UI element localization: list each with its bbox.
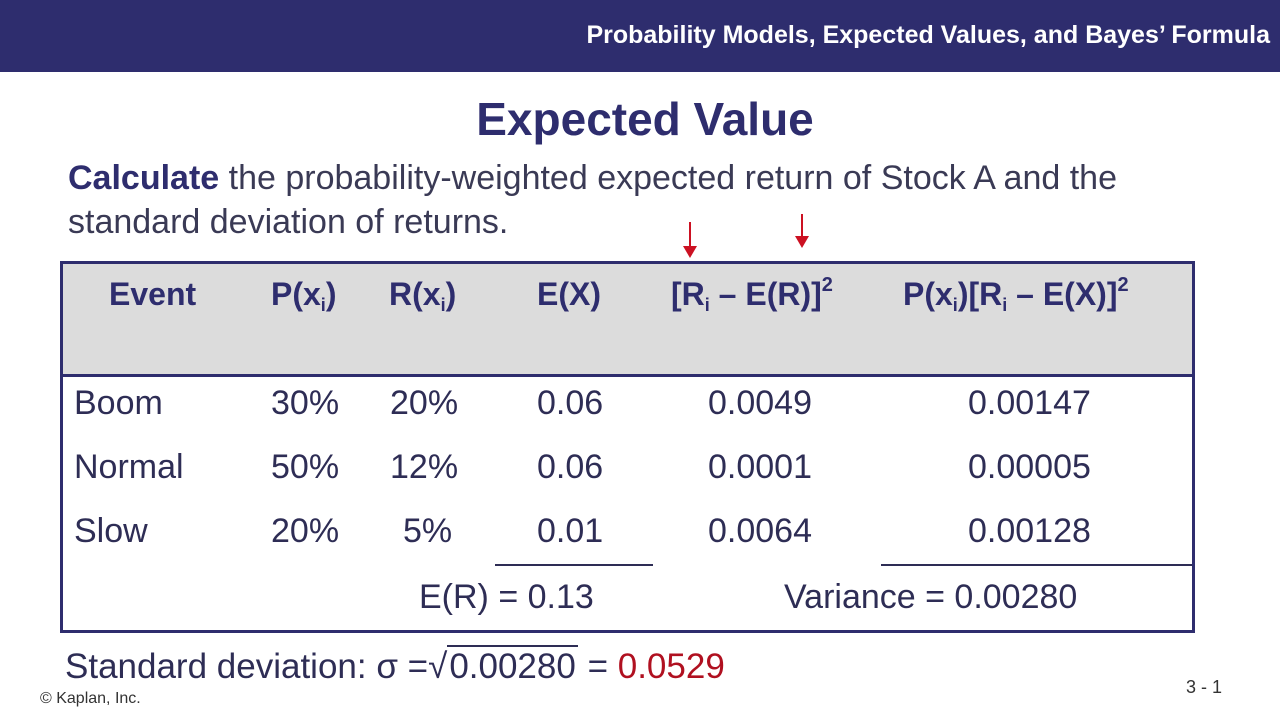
intro-rest: the probability-weighted expected return… [68, 159, 1117, 241]
table-header: Event P(xi) R(xi) E(X) [Ri – E(R)]2 P(xi… [63, 264, 1192, 377]
variance-total: Variance = 0.00280 [784, 578, 1078, 616]
col-squared-deviation: [Ri – E(R)]2 [671, 274, 833, 315]
sum-rule-ex [495, 564, 653, 566]
sum-rule-variance [881, 564, 1192, 566]
page-number: 3 - 1 [1186, 677, 1223, 697]
header-bar: Probability Models, Expected Values, and… [0, 0, 1280, 72]
red-arrow-icon [683, 222, 697, 258]
square-root-icon: √0.00280 [428, 645, 578, 686]
red-arrow-icon [795, 214, 809, 248]
intro-bold: Calculate [68, 159, 220, 197]
col-expected: E(X) [537, 276, 601, 312]
std-dev-result: 0.0529 [617, 647, 725, 686]
copyright: © Kaplan, Inc. [40, 690, 141, 707]
expected-return-total: E(R) = 0.13 [419, 578, 594, 616]
col-event: Event [109, 276, 197, 312]
col-probability: P(xi) [271, 276, 337, 315]
intro-text: Calculate the probability-weighted expec… [68, 156, 1208, 244]
expected-value-table: Event P(xi) R(xi) E(X) [Ri – E(R)]2 P(xi… [60, 261, 1195, 633]
standard-deviation-line: Standard deviation: σ =√0.00280 = 0.0529 [65, 645, 725, 686]
col-return: R(xi) [389, 276, 457, 315]
section-title: Probability Models, Expected Values, and… [586, 21, 1270, 49]
slide-title: Expected Value [476, 93, 814, 145]
col-weighted-squared-deviation: P(xi)[Ri – E(X)]2 [903, 274, 1129, 315]
